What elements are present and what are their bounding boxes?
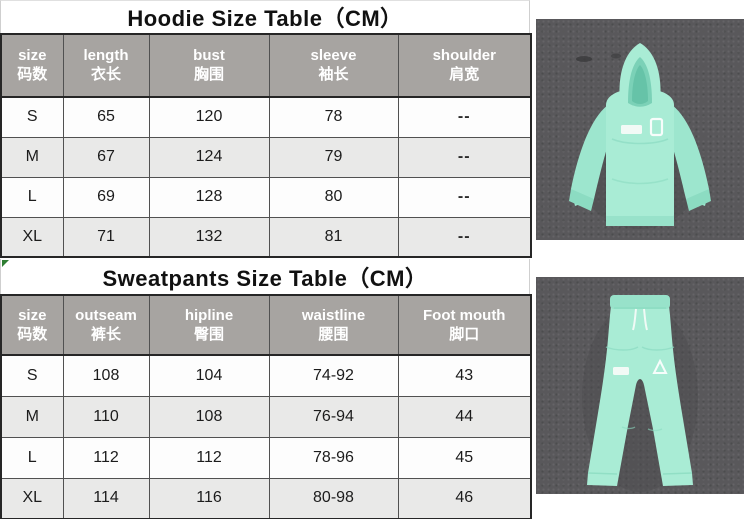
cell-size: M xyxy=(0,136,64,178)
cell-shoulder: -- xyxy=(397,176,532,218)
header-zh: 裤长 xyxy=(90,325,121,343)
sweatpants-header-row: size 码数 outseam 裤长 hipline 臀围 waistline 腰围 F… xyxy=(0,294,532,356)
cell-sleeve: 79 xyxy=(268,136,399,178)
table-row-s: S 108 104 74-92 43 xyxy=(0,354,532,397)
header-en: size xyxy=(18,47,47,64)
header-en: Foot mouth xyxy=(423,306,506,324)
column-header-foot-mouth: Foot mouth 脚口 xyxy=(397,294,532,356)
cell-sleeve: 81 xyxy=(268,216,399,258)
cell-outseam: 110 xyxy=(62,395,150,438)
cell-shoulder: -- xyxy=(397,96,532,138)
cell-shoulder: -- xyxy=(397,136,532,178)
cell-outseam: 112 xyxy=(62,436,150,479)
column-header-shoulder: shoulder 肩宽 xyxy=(397,33,532,98)
cell-size: XL xyxy=(0,477,64,519)
cell-sleeve: 78 xyxy=(268,96,399,138)
column-header-size: size 码数 xyxy=(0,33,64,98)
hoodie-table-title: Hoodie Size Table（CM） xyxy=(0,0,530,33)
header-en: shoulder xyxy=(432,47,496,64)
cell-foot-mouth: 46 xyxy=(397,477,532,519)
header-en: waistline xyxy=(301,306,366,324)
sweatpants-size-table: size 码数 outseam 裤长 hipline 臀围 waistline 腰围 F… xyxy=(0,294,532,519)
table-row-m: M 67 124 79 -- xyxy=(0,136,532,178)
header-zh: 脚口 xyxy=(449,325,480,343)
table-row-s: S 65 120 78 -- xyxy=(0,96,532,138)
cell-bust: 124 xyxy=(148,136,270,178)
cell-shoulder: -- xyxy=(397,216,532,258)
cell-foot-mouth: 44 xyxy=(397,395,532,438)
cell-waistline: 76-94 xyxy=(268,395,399,438)
column-header-waistline: waistline 腰围 xyxy=(268,294,399,356)
cell-size: M xyxy=(0,395,64,438)
cell-bust: 132 xyxy=(148,216,270,258)
cell-foot-mouth: 43 xyxy=(397,354,532,397)
chest-emblem-icon xyxy=(649,117,664,137)
drawstring-icon xyxy=(632,308,637,331)
sweatpants-product-photo xyxy=(536,277,744,494)
column-header-hipline: hipline 臀围 xyxy=(148,294,270,356)
table-row-xl: XL 114 116 80-98 46 xyxy=(0,477,532,519)
chest-text-patch-icon xyxy=(621,125,642,134)
cell-hipline: 104 xyxy=(148,354,270,397)
drawstring-icon xyxy=(643,308,648,331)
header-zh: 袖长 xyxy=(318,66,349,83)
header-zh: 胸围 xyxy=(193,66,224,83)
table-row-xl: XL 71 132 81 -- xyxy=(0,216,532,258)
table-row-l: L 112 112 78-96 45 xyxy=(0,436,532,479)
cell-size: XL xyxy=(0,216,64,258)
header-zh: 肩宽 xyxy=(449,66,480,83)
hoodie-size-table: size 码数 length 衣长 bust 胸围 sleeve 袖长 shoulder… xyxy=(0,33,532,258)
cell-corner-marker xyxy=(2,260,9,267)
header-zh: 衣长 xyxy=(90,66,121,83)
cell-size: L xyxy=(0,436,64,479)
hoodie-illustration xyxy=(569,43,711,229)
cell-length: 65 xyxy=(62,96,150,138)
cell-size: S xyxy=(0,354,64,397)
column-header-length: length 衣长 xyxy=(62,33,150,98)
cell-hipline: 112 xyxy=(148,436,270,479)
cell-size: S xyxy=(0,96,64,138)
sweatpants-illustration xyxy=(582,295,698,492)
cell-foot-mouth: 45 xyxy=(397,436,532,479)
header-zh: 码数 xyxy=(17,66,48,83)
cell-size: L xyxy=(0,176,64,218)
header-en: sleeve xyxy=(310,47,357,64)
table-row-l: L 69 128 80 -- xyxy=(0,176,532,218)
cell-sleeve: 80 xyxy=(268,176,399,218)
thigh-text-patch-icon xyxy=(613,367,629,375)
tables-pane: Hoodie Size Table（CM） size 码数 length 衣长 bu… xyxy=(0,0,532,519)
sweatpants-title-text: Sweatpants Size Table（CM） xyxy=(102,265,428,291)
sweatpants-table-title: Sweatpants Size Table（CM） xyxy=(0,259,530,294)
cell-hipline: 116 xyxy=(148,477,270,519)
header-zh: 臀围 xyxy=(193,325,224,343)
cell-waistline: 78-96 xyxy=(268,436,399,479)
header-en: outseam xyxy=(75,306,137,324)
cell-waistline: 74-92 xyxy=(268,354,399,397)
column-header-bust: bust 胸围 xyxy=(148,33,270,98)
header-en: hipline xyxy=(184,306,234,324)
header-en: length xyxy=(83,47,129,64)
hoodie-header-row: size 码数 length 衣长 bust 胸围 sleeve 袖长 shoulder… xyxy=(0,33,532,98)
hoodie-product-photo xyxy=(536,19,744,240)
cell-outseam: 114 xyxy=(62,477,150,519)
cell-length: 69 xyxy=(62,176,150,218)
cell-length: 67 xyxy=(62,136,150,178)
cell-bust: 120 xyxy=(148,96,270,138)
column-header-outseam: outseam 裤长 xyxy=(62,294,150,356)
column-header-sleeve: sleeve 袖长 xyxy=(268,33,399,98)
cell-hipline: 108 xyxy=(148,395,270,438)
header-en: bust xyxy=(193,47,225,64)
cell-outseam: 108 xyxy=(62,354,150,397)
header-zh: 腰围 xyxy=(318,325,349,343)
cell-length: 71 xyxy=(62,216,150,258)
header-zh: 码数 xyxy=(17,325,48,343)
cell-bust: 128 xyxy=(148,176,270,218)
header-en: size xyxy=(18,306,47,324)
cell-waistline: 80-98 xyxy=(268,477,399,519)
thigh-emblem-icon xyxy=(652,358,668,374)
table-row-m: M 110 108 76-94 44 xyxy=(0,395,532,438)
column-header-size: size 码数 xyxy=(0,294,64,356)
